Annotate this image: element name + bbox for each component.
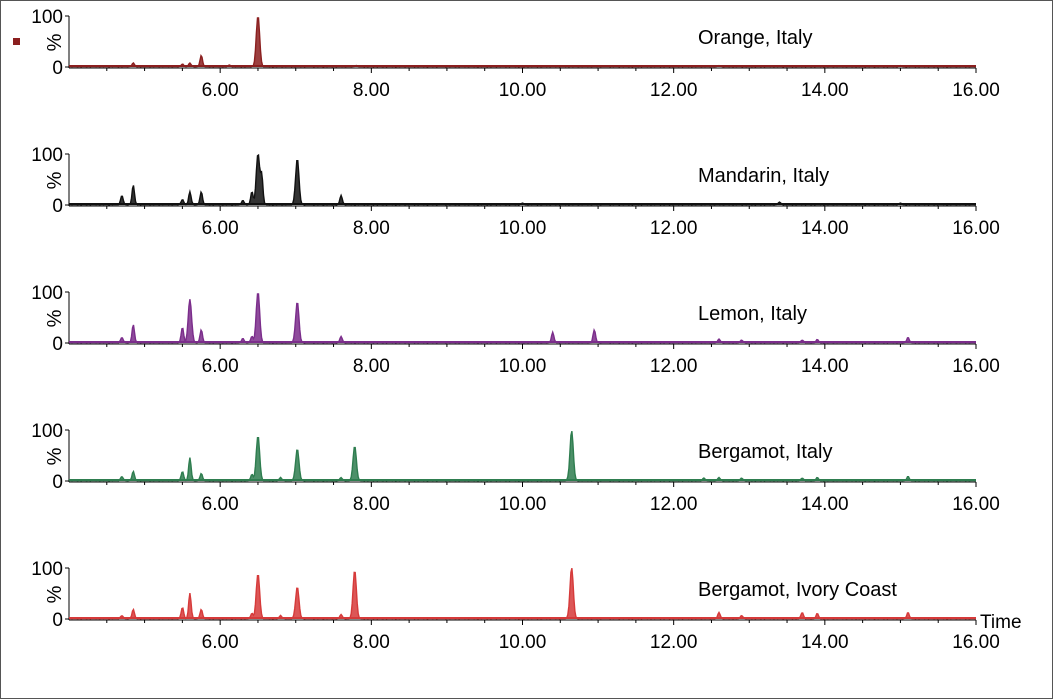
x-tick-label: 12.00 xyxy=(650,632,698,653)
y-tick-label: 100 xyxy=(31,145,63,166)
series-line xyxy=(68,153,977,206)
panel-title: Mandarin, Italy xyxy=(698,165,829,187)
x-tick-label: 10.00 xyxy=(499,356,547,377)
y-axis-label: % xyxy=(44,309,66,327)
x-tick-label: 10.00 xyxy=(499,632,547,653)
x-tick-label: 14.00 xyxy=(801,80,849,101)
x-tick-label: 6.00 xyxy=(202,218,239,239)
x-tick-label: 12.00 xyxy=(650,218,698,239)
panel-title: Bergamot, Italy xyxy=(698,441,833,463)
x-tick-label: 16.00 xyxy=(952,494,1000,515)
x-tick-label: 8.00 xyxy=(353,218,390,239)
x-tick-label: 14.00 xyxy=(801,494,849,515)
x-tick-label: 16.00 xyxy=(952,632,1000,653)
x-tick-label: 12.00 xyxy=(650,80,698,101)
panel-title: Orange, Italy xyxy=(698,27,813,49)
y-tick-label: 100 xyxy=(31,559,63,580)
series-line xyxy=(68,293,977,344)
series-marker xyxy=(13,38,20,45)
x-tick-label: 16.00 xyxy=(952,218,1000,239)
x-tick-label: 6.00 xyxy=(202,632,239,653)
x-tick-label: 8.00 xyxy=(353,494,390,515)
series-line xyxy=(68,431,977,482)
series-area xyxy=(69,431,976,481)
panel-title: Bergamot, Ivory Coast xyxy=(698,579,897,601)
x-tick-label: 14.00 xyxy=(801,632,849,653)
x-tick-label: 16.00 xyxy=(952,356,1000,377)
y-tick-label: 0 xyxy=(52,472,63,493)
y-axis-label: % xyxy=(44,447,66,465)
x-tick-label: 6.00 xyxy=(202,80,239,101)
x-axis-label: Time xyxy=(980,612,1022,633)
x-tick-label: 8.00 xyxy=(353,80,390,101)
x-tick-label: 6.00 xyxy=(202,356,239,377)
x-tick-label: 10.00 xyxy=(499,80,547,101)
x-tick-label: 10.00 xyxy=(499,218,547,239)
panel-title: Lemon, Italy xyxy=(698,303,807,325)
y-tick-label: 0 xyxy=(52,334,63,355)
y-tick-label: 100 xyxy=(31,283,63,304)
y-tick-label: 100 xyxy=(31,7,63,28)
x-tick-label: 10.00 xyxy=(499,494,547,515)
x-tick-label: 12.00 xyxy=(650,494,698,515)
y-axis-label: % xyxy=(44,33,66,51)
series-area xyxy=(69,293,976,343)
y-tick-label: 100 xyxy=(31,421,63,442)
x-tick-label: 8.00 xyxy=(353,356,390,377)
x-tick-label: 8.00 xyxy=(353,632,390,653)
x-tick-label: 6.00 xyxy=(202,494,239,515)
x-tick-label: 14.00 xyxy=(801,356,849,377)
y-tick-label: 0 xyxy=(52,58,63,79)
series-area xyxy=(69,17,976,67)
series-area xyxy=(69,568,976,619)
y-tick-label: 0 xyxy=(52,610,63,631)
y-tick-label: 0 xyxy=(52,196,63,217)
x-tick-label: 12.00 xyxy=(650,356,698,377)
series-line xyxy=(68,17,977,68)
y-axis-label: % xyxy=(44,171,66,189)
series-area xyxy=(69,155,976,205)
x-tick-label: 16.00 xyxy=(952,80,1000,101)
y-axis-label: % xyxy=(44,585,66,603)
x-tick-label: 14.00 xyxy=(801,218,849,239)
